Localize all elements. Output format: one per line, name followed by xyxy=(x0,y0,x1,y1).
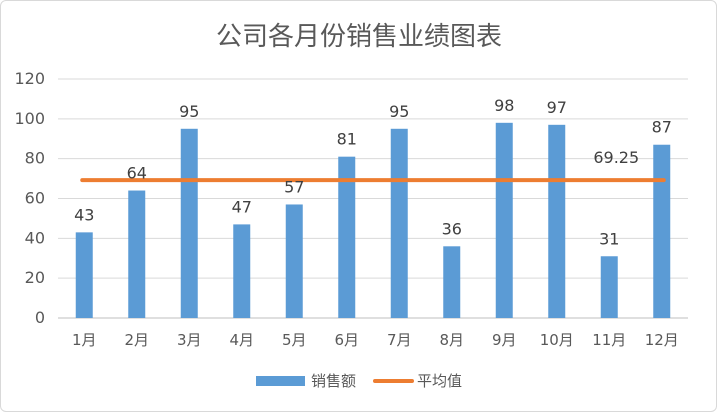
bar xyxy=(600,256,618,318)
gridlines xyxy=(58,78,688,319)
bar-data-label: 64 xyxy=(127,164,147,183)
bar xyxy=(390,128,408,318)
x-tick-label: 10月 xyxy=(540,331,574,349)
average-data-label: 69.25 xyxy=(593,148,639,167)
y-tick-label: 80 xyxy=(25,149,45,168)
bar xyxy=(128,190,146,318)
legend-label-line: 平均值 xyxy=(417,372,462,390)
bar-data-label: 98 xyxy=(494,96,514,115)
bar xyxy=(653,144,671,318)
bar-data-label: 31 xyxy=(599,229,619,248)
y-tick-label: 20 xyxy=(25,268,45,287)
x-axis: 1月 2月 3月 4月 5月 6月 7月 8月 9月 10月 11月 12月 xyxy=(72,331,679,349)
x-tick-label: 1月 xyxy=(72,331,97,349)
x-tick-label: 5月 xyxy=(282,331,307,349)
bar-data-label: 36 xyxy=(442,219,462,238)
x-tick-label: 3月 xyxy=(177,331,202,349)
x-tick-label: 9月 xyxy=(492,331,517,349)
y-axis: 0 20 40 60 80 100 120 xyxy=(14,69,45,327)
bar-data-label: 95 xyxy=(179,102,199,121)
bar-data-label: 47 xyxy=(232,197,252,216)
bar-data-label: 97 xyxy=(547,98,567,117)
chart-title: 公司各月份销售业绩图表 xyxy=(216,22,502,52)
x-tick-label: 7月 xyxy=(387,331,412,349)
legend-swatch-bar xyxy=(256,376,305,386)
bar-series xyxy=(75,122,671,318)
bar xyxy=(285,204,303,318)
x-tick-label: 4月 xyxy=(229,331,254,349)
bar xyxy=(180,128,198,318)
bar-data-label: 43 xyxy=(74,205,94,224)
y-tick-label: 60 xyxy=(25,189,45,208)
y-tick-label: 100 xyxy=(14,109,45,128)
legend: 销售额 平均值 xyxy=(256,372,462,390)
bar-data-label: 81 xyxy=(337,130,357,149)
bar xyxy=(548,124,566,318)
x-tick-label: 11月 xyxy=(592,331,626,349)
x-tick-label: 6月 xyxy=(334,331,359,349)
bar xyxy=(443,246,461,318)
bar xyxy=(495,122,513,318)
bar xyxy=(233,224,251,318)
y-tick-label: 40 xyxy=(25,228,45,247)
x-tick-label: 2月 xyxy=(124,331,149,349)
bar xyxy=(75,232,93,318)
x-tick-label: 8月 xyxy=(439,331,464,349)
legend-label-bar: 销售额 xyxy=(311,372,356,390)
x-tick-label: 12月 xyxy=(645,331,679,349)
bar-data-label: 95 xyxy=(389,102,409,121)
data-labels: 43 64 95 47 57 81 95 36 98 97 31 87 69.25 xyxy=(74,96,672,248)
bar-data-label: 87 xyxy=(652,118,672,137)
y-tick-label: 120 xyxy=(14,69,45,88)
bar xyxy=(338,156,356,318)
y-tick-label: 0 xyxy=(35,308,45,327)
bar-data-label: 57 xyxy=(284,177,304,196)
